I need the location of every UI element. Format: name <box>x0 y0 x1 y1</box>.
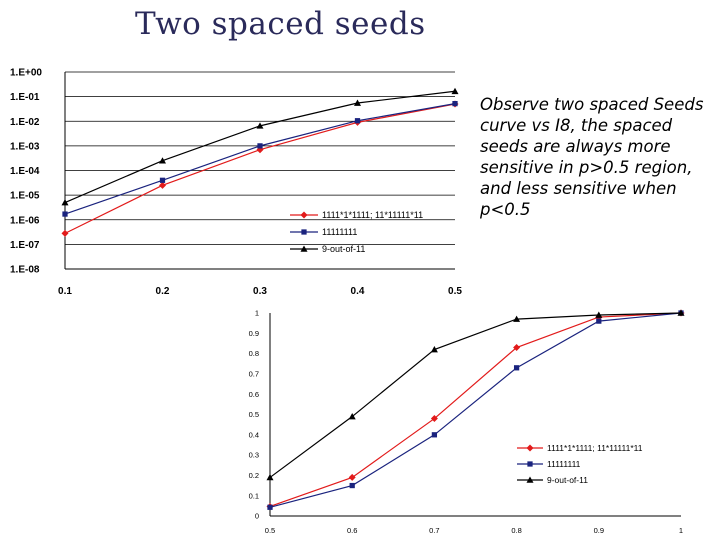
series-line <box>269 312 682 478</box>
y-tick-label: 1.E+00 <box>10 68 42 79</box>
data-point <box>513 315 521 322</box>
y-tick-label: 0 <box>255 512 259 521</box>
data-point <box>595 311 603 318</box>
data-point <box>256 146 264 154</box>
legend-swatch-marker <box>300 245 308 252</box>
legend-swatch-marker <box>526 476 534 483</box>
y-tick-label: 1.E-05 <box>10 191 40 202</box>
data-point <box>513 344 521 352</box>
y-tick-label: 1.E-06 <box>10 215 40 226</box>
legend-swatch-marker <box>527 461 533 467</box>
x-tick-label: 0.5 <box>448 286 462 297</box>
legend-entry: 9-out-of-11 <box>322 244 365 254</box>
slide-title: Two spaced seeds <box>135 6 426 42</box>
data-point <box>513 365 520 371</box>
y-tick-label: 1.E-07 <box>10 240 40 251</box>
y-tick-label: 0.8 <box>249 349 259 358</box>
y-tick-label: 1 <box>255 309 259 318</box>
data-point <box>62 211 68 217</box>
data-point <box>257 143 263 149</box>
data-point <box>354 118 361 124</box>
x-tick-label: 0.2 <box>156 286 170 297</box>
data-point <box>348 473 356 481</box>
data-point <box>61 229 69 237</box>
data-point <box>267 504 273 510</box>
y-tick-label: 1.E-03 <box>10 141 40 152</box>
y-tick-label: 0.7 <box>249 370 259 379</box>
data-point <box>159 157 166 164</box>
data-point <box>431 432 438 438</box>
data-point <box>430 415 438 423</box>
data-point <box>266 473 274 481</box>
legend-swatch-marker <box>300 211 308 219</box>
series-line <box>64 103 456 215</box>
data-point <box>430 346 438 353</box>
x-tick-label: 1 <box>679 526 683 535</box>
y-tick-label: 1.E-02 <box>10 117 40 128</box>
data-point <box>451 87 459 95</box>
y-tick-label: 0.5 <box>249 410 259 419</box>
legend-entry: 1111*1*1111; 11*11111*11 <box>547 443 643 453</box>
legend-swatch-marker <box>526 444 534 452</box>
data-point <box>596 318 602 324</box>
x-tick-label: 0.8 <box>511 526 521 535</box>
log-sensitivity-chart: 1.E-08 1.E-07 1.E-06 1.E-05 1.E-04 1.E-03 1.E-… <box>10 68 462 298</box>
legend-entry: 1111*1*1111; 11*11111*11 <box>322 210 423 220</box>
legend-entry: 11111111 <box>322 227 357 237</box>
series-line <box>269 312 682 508</box>
data-point <box>349 482 355 489</box>
data-point <box>61 199 69 206</box>
y-tick-label: 0.3 <box>249 451 259 460</box>
y-tick-label: 0.2 <box>249 471 259 480</box>
x-tick-label: 0.7 <box>429 526 439 535</box>
legend-entry: 9-out-of-11 <box>547 475 588 485</box>
legend-entry: 11111111 <box>547 459 581 469</box>
y-tick-label: 1.E-01 <box>10 92 40 103</box>
y-tick-label: 0.4 <box>249 430 259 439</box>
data-point <box>677 309 685 316</box>
observation-note: Observe two spaced Seeds curve vs I8, th… <box>480 95 704 219</box>
y-tick-label: 1.E-08 <box>10 265 40 276</box>
y-tick-label: 0.9 <box>249 329 259 338</box>
legend-swatch-marker <box>301 229 307 235</box>
data-point <box>452 100 458 107</box>
x-tick-label: 0.3 <box>253 286 267 297</box>
linear-sensitivity-chart: 0 0.1 0.2 0.3 0.4 0.5 0.6 0.7 0.8 0.9 1 0.5 0.6 0.7 0.… <box>249 309 685 535</box>
series-line <box>269 312 682 508</box>
x-tick-label: 0.9 <box>594 526 604 535</box>
x-tick-label: 0.6 <box>347 526 357 535</box>
data-point <box>159 181 166 189</box>
y-tick-label: 0.1 <box>249 491 259 500</box>
data-point <box>354 99 361 106</box>
data-point <box>159 177 166 183</box>
x-tick-label: 0.4 <box>351 286 365 297</box>
y-tick-label: 1.E-04 <box>10 166 40 177</box>
data-point <box>256 122 264 129</box>
y-tick-label: 0.6 <box>249 390 259 399</box>
x-tick-label: 0.5 <box>265 526 275 535</box>
x-tick-label: 0.1 <box>58 286 72 297</box>
data-point <box>348 413 356 420</box>
